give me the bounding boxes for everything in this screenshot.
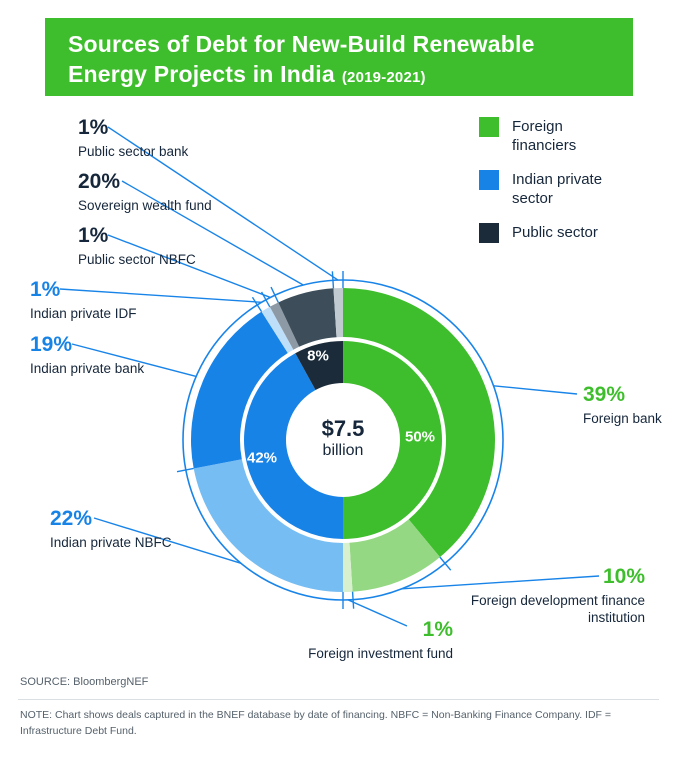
- callout-pct: 22%: [50, 507, 93, 530]
- outer-segment-sovereign-wealth-fund: [278, 288, 337, 347]
- callout-public-sector-nbfc: 1% Public sector NBFC: [78, 224, 196, 268]
- outer-segment-indian-private-idf: [261, 306, 294, 354]
- leader-line-foreign-investment-fund: [347, 599, 408, 627]
- inner-segment-foreign-financiers: [343, 341, 442, 539]
- tick-mark: [331, 271, 335, 289]
- outer-segment-public-sector-bank: [333, 288, 343, 338]
- leader-line-foreign-development-finance-institution: [401, 575, 600, 590]
- legend-item-foreign-financiers: Foreign financiers: [479, 117, 624, 155]
- inner-segment-public-sector: [295, 340, 343, 391]
- callout-pct: 10%: [602, 565, 645, 588]
- outer-segment-public-sector-nbfc: [269, 302, 300, 350]
- divider: [18, 699, 659, 700]
- source-text: SOURCE: BloombergNEF: [20, 676, 149, 688]
- inner-ring-label-foreign: 50%: [404, 428, 436, 446]
- total-label: $7.5 billion: [322, 416, 365, 460]
- leader-line-public-sector-bank: [107, 126, 339, 281]
- callout-pct: 1%: [30, 278, 61, 301]
- leader-line-indian-private-nbfc: [93, 517, 242, 564]
- legend-item-public-sector: Public sector: [479, 223, 624, 243]
- callout-name: Public sector NBFC: [78, 252, 196, 267]
- callout-pct: 39%: [583, 383, 626, 406]
- inner-ring-label-public: 8%: [307, 347, 329, 365]
- callout-pct: 1%: [78, 116, 109, 139]
- tick-mark: [176, 467, 194, 473]
- callout-foreign-investment-fund: 1% Foreign investment fund: [273, 618, 453, 662]
- callout-foreign-dfi: 10% Foreign development finance institut…: [445, 565, 645, 626]
- title-line2: Energy Projects in India (2019-2021): [68, 61, 426, 87]
- tick-mark: [439, 556, 452, 571]
- callout-name: Foreign development finance institution: [470, 593, 645, 625]
- legend-swatch-blue: [479, 170, 499, 190]
- callout-name: Indian private NBFC: [50, 535, 172, 550]
- legend-swatch-green: [479, 117, 499, 137]
- note-text: NOTE: Chart shows deals captured in the …: [20, 709, 612, 737]
- legend-item-indian-private-sector: Indian private sector: [479, 170, 624, 208]
- callout-pct: 20%: [78, 170, 121, 193]
- callout-name: Foreign investment fund: [308, 646, 453, 661]
- callout-pct: 1%: [78, 224, 109, 247]
- leader-line-public-sector-nbfc: [107, 234, 271, 299]
- total-amount: $7.5: [321, 416, 365, 441]
- leader-line-foreign-bank: [493, 385, 578, 395]
- callout-public-sector-bank: 1% Public sector bank: [78, 116, 188, 160]
- legend-label: Foreign financiers: [512, 118, 577, 154]
- outer-segment-indian-private-nbfc: [193, 459, 343, 592]
- callout-pct: 1%: [422, 618, 453, 641]
- inner-ring-label-indian-private: 42%: [246, 449, 278, 467]
- leader-line-sovereign-wealth-fund: [121, 180, 304, 286]
- callout-sovereign-wealth-fund: 20% Sovereign wealth fund: [78, 170, 212, 214]
- callout-name: Indian private IDF: [30, 306, 137, 321]
- tick-mark: [251, 296, 263, 313]
- leader-line-indian-private-bank: [71, 343, 197, 378]
- callout-name: Public sector bank: [78, 144, 189, 159]
- callout-name: Indian private bank: [30, 361, 145, 376]
- outer-segment-foreign-development-finance-institution: [349, 519, 440, 592]
- callout-indian-private-idf: 1% Indian private IDF: [30, 278, 137, 322]
- title-line1: Sources of Debt for New-Build Renewable: [68, 31, 535, 57]
- inner-segment-indian-private-sector: [243, 353, 343, 539]
- callout-indian-private-nbfc: 22% Indian private NBFC: [50, 507, 172, 551]
- legend-label: Indian private sector: [512, 171, 603, 207]
- tick-mark: [270, 286, 279, 303]
- legend-label: Public sector: [512, 224, 598, 241]
- callout-name: Sovereign wealth fund: [78, 198, 212, 213]
- outer-segment-foreign-bank: [343, 288, 496, 558]
- outer-segment-foreign-investment-fund: [343, 542, 353, 592]
- leader-line-indian-private-idf: [59, 288, 262, 303]
- callout-indian-private-bank: 19% Indian private bank: [30, 333, 144, 377]
- tick-mark: [351, 591, 355, 609]
- callout-pct: 19%: [30, 333, 73, 356]
- callout-foreign-bank: 39% Foreign bank: [583, 383, 662, 427]
- outer-segment-indian-private-bank: [191, 311, 288, 469]
- chart-title: Sources of Debt for New-Build Renewable …: [45, 18, 633, 93]
- callout-name: Foreign bank: [583, 411, 662, 426]
- legend-swatch-navy: [479, 223, 499, 243]
- legend: Foreign financiers Indian private sector…: [479, 117, 624, 258]
- title-period: (2019-2021): [341, 69, 426, 86]
- header-banner: Sources of Debt for New-Build Renewable …: [45, 18, 633, 96]
- total-unit: billion: [322, 442, 364, 459]
